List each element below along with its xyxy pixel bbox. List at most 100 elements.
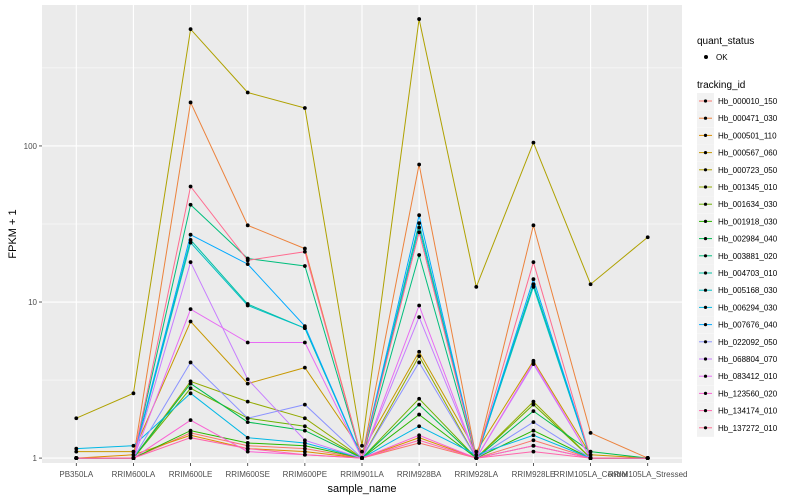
legend-key-point (703, 305, 708, 309)
legend-label: Hb_002984_040 (718, 235, 778, 244)
legend-label: Hb_001918_030 (718, 217, 778, 226)
data-point (302, 246, 307, 251)
data-point (188, 307, 193, 312)
legend-key-point (703, 374, 708, 378)
data-point (531, 402, 536, 407)
data-point (245, 399, 250, 404)
data-point (188, 435, 193, 440)
y-axis: 1 10 100 (24, 142, 42, 463)
data-point (474, 449, 479, 454)
legend-label: Hb_005168_030 (718, 286, 778, 295)
grid-layer (42, 5, 682, 463)
data-point (417, 225, 422, 230)
data-point (588, 282, 593, 287)
data-point (245, 340, 250, 345)
data-point (302, 106, 307, 110)
legend-key-point (703, 185, 708, 189)
legend-key-point (703, 133, 708, 137)
data-point (188, 360, 193, 365)
data-point (188, 238, 193, 242)
legend-label: Hb_004703_010 (718, 269, 778, 278)
data-point (302, 449, 307, 454)
data-point (302, 340, 307, 345)
data-point (302, 438, 307, 443)
legend-label: Hb_000501_110 (718, 131, 777, 140)
data-point (531, 284, 536, 289)
data-point (74, 416, 79, 421)
data-point (245, 262, 250, 266)
y-axis-title: FPKM + 1 (7, 209, 19, 258)
data-point (245, 223, 250, 228)
data-point (417, 396, 422, 401)
legend-key-point (703, 219, 708, 223)
data-point (74, 446, 79, 451)
legend-key-point (703, 151, 708, 155)
data-point (188, 418, 193, 423)
data-point (302, 402, 307, 407)
data-point (188, 240, 193, 245)
data-point (645, 456, 650, 460)
data-point (302, 249, 307, 254)
data-point (531, 433, 536, 438)
legend-key-point (703, 340, 708, 344)
data-point (245, 443, 250, 448)
data-point (588, 456, 593, 460)
data-point (188, 232, 193, 237)
data-point (474, 452, 479, 457)
data-point (474, 456, 479, 460)
y-tick-label: 10 (28, 298, 37, 307)
legend-label: Hb_000471_030 (718, 114, 778, 123)
data-point (188, 391, 193, 396)
data-point (417, 213, 422, 218)
legend-label: Hb_000010_150 (718, 97, 778, 106)
data-point (188, 386, 193, 391)
data-point (417, 221, 422, 226)
data-point (131, 449, 136, 454)
data-point (302, 452, 307, 457)
legend-label: Hb_001345_010 (718, 183, 778, 192)
data-point (302, 416, 307, 421)
data-point (245, 377, 250, 382)
data-point (417, 424, 422, 429)
data-point (302, 365, 307, 370)
legend-key-point (703, 426, 708, 430)
data-point (245, 303, 250, 308)
legend-shape-title: quant_status (697, 36, 754, 47)
data-point (188, 319, 193, 324)
legend-label: Hb_000567_060 (718, 149, 778, 158)
data-point (417, 360, 422, 365)
data-point (417, 433, 422, 438)
data-point (417, 303, 422, 308)
legend-color-title: tracking_id (697, 80, 745, 91)
data-point (531, 277, 536, 282)
data-point (131, 456, 136, 460)
x-axis: PB350LA RRIM600LA RRIM600LE RRIM600SE RRIM60… (59, 463, 688, 479)
x-tick-label: RRIM600SE (225, 470, 269, 479)
x-tick-label: RRIM105LA_Stressed (608, 470, 688, 479)
data-point (302, 264, 307, 268)
x-tick-label: RRIM600PE (283, 470, 327, 479)
data-point (302, 324, 307, 329)
data-point (417, 412, 422, 417)
data-point (645, 235, 650, 240)
data-point (360, 456, 364, 460)
legend-label: Hb_123560_020 (718, 389, 778, 398)
data-point (302, 428, 307, 433)
legend-key-point (703, 168, 708, 172)
legend-label: Hb_001634_030 (718, 200, 778, 209)
data-point (302, 446, 307, 451)
data-point (302, 424, 307, 429)
data-point (417, 230, 422, 235)
x-tick-label: RRIM105LA_Control (554, 470, 628, 479)
legend-label: Hb_007676_040 (718, 321, 778, 330)
legend-label: Hb_003881_020 (718, 252, 778, 261)
data-point (531, 282, 536, 287)
data-point (302, 441, 307, 445)
data-point (245, 90, 250, 95)
legend-key-point (703, 271, 708, 275)
data-point (245, 381, 250, 386)
legend-label: Hb_134174_010 (718, 407, 778, 416)
legend-key-point (703, 323, 708, 327)
y-tick-label: 1 (33, 454, 38, 463)
